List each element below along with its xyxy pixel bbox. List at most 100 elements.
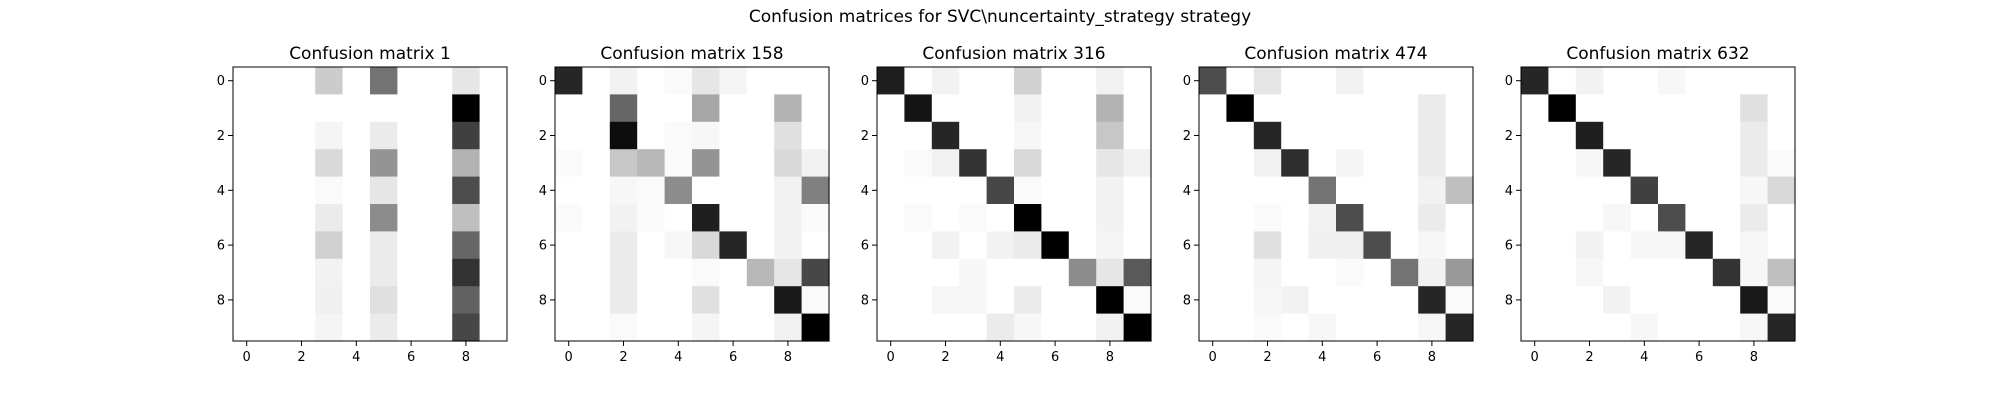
heatmap-cell xyxy=(1418,231,1447,260)
heatmap-cell xyxy=(692,231,720,260)
y-tick-label: 0 xyxy=(1505,74,1513,89)
heatmap-cell xyxy=(959,176,988,205)
heatmap-cell xyxy=(555,231,583,260)
heatmap-cell xyxy=(1096,286,1125,315)
heatmap-cell xyxy=(233,67,261,95)
heatmap-cell xyxy=(1390,258,1419,287)
heatmap-cell xyxy=(260,121,289,150)
heatmap-cell xyxy=(452,121,481,150)
heatmap-cell xyxy=(1548,176,1577,205)
axes-frame xyxy=(1520,66,1796,342)
heatmap-cell xyxy=(1445,286,1474,315)
heatmap-cell xyxy=(424,313,453,342)
heatmap-cell xyxy=(1123,313,1152,342)
heatmap-cell xyxy=(904,176,933,205)
heatmap-cell xyxy=(1253,313,1282,342)
heatmap-cell xyxy=(1603,67,1632,95)
heatmap-cell xyxy=(342,176,371,205)
heatmap-cell xyxy=(555,286,583,315)
heatmap-cell xyxy=(1363,94,1392,123)
heatmap-cell xyxy=(1575,121,1604,150)
heatmap-cell xyxy=(1096,313,1125,342)
heatmap-cell xyxy=(1548,258,1577,287)
heatmap-cell xyxy=(315,176,344,205)
heatmap-cell xyxy=(1767,313,1796,342)
heatmap-cell xyxy=(1281,67,1310,95)
heatmap-cell xyxy=(801,149,830,178)
heatmap-cell xyxy=(1336,286,1364,315)
heatmap-cell xyxy=(1767,67,1796,95)
heatmap-cell xyxy=(1767,286,1796,315)
heatmap-cell xyxy=(260,149,289,178)
heatmap-cell xyxy=(1253,67,1282,95)
heatmap-cell xyxy=(1418,94,1447,123)
x-tick-label: 8 xyxy=(784,350,792,365)
heatmap-cell xyxy=(801,231,830,260)
x-tick-label: 4 xyxy=(1318,350,1326,365)
heatmap-cell xyxy=(1740,149,1769,178)
heatmap-cell xyxy=(1630,149,1659,178)
heatmap-cell xyxy=(1521,258,1549,287)
heatmap-cell xyxy=(746,313,775,342)
heatmap-cell xyxy=(931,204,960,232)
heatmap-cell xyxy=(1199,204,1227,232)
heatmap-cell xyxy=(746,67,775,95)
heatmap-cell xyxy=(582,258,611,287)
heatmap-cell xyxy=(1548,231,1577,260)
heatmap-cell xyxy=(1096,204,1125,232)
heatmap-cell xyxy=(1418,286,1447,315)
heatmap-cell xyxy=(1336,231,1364,260)
heatmap-cell xyxy=(959,286,988,315)
heatmap-cell xyxy=(1390,149,1419,178)
x-tick-label: 0 xyxy=(1209,350,1217,365)
heatmap-cell xyxy=(959,204,988,232)
heatmap-cell xyxy=(370,176,398,205)
heatmap-cell xyxy=(1363,121,1392,150)
heatmap-cell xyxy=(1014,286,1042,315)
heatmap-cell xyxy=(664,94,693,123)
heatmap-cell xyxy=(904,67,933,95)
heatmap-cell xyxy=(424,286,453,315)
heatmap-cell xyxy=(315,67,344,95)
y-tick-label: 4 xyxy=(539,184,547,199)
heatmap-cell xyxy=(370,313,398,342)
panel-title: Confusion matrix 316 xyxy=(922,44,1105,64)
heatmap-cell xyxy=(287,121,316,150)
heatmap-cell xyxy=(746,286,775,315)
heatmap-cell xyxy=(609,176,638,205)
heatmap-cell xyxy=(233,313,261,342)
heatmap-cell xyxy=(877,149,905,178)
heatmap-cell xyxy=(959,258,988,287)
heatmap-cell xyxy=(609,258,638,287)
heatmap-cell xyxy=(479,94,508,123)
heatmap-cell xyxy=(692,313,720,342)
heatmap-cell xyxy=(664,286,693,315)
heatmap-cell xyxy=(719,176,748,205)
heatmap-cell xyxy=(692,286,720,315)
heatmap-cell xyxy=(1253,149,1282,178)
heatmap-cell xyxy=(1603,94,1632,123)
heatmap-cell xyxy=(959,67,988,95)
heatmap-cell xyxy=(1712,176,1741,205)
heatmap-cell xyxy=(1363,176,1392,205)
heatmap-cell xyxy=(1308,258,1337,287)
heatmap-cell xyxy=(1548,204,1577,232)
heatmap-cell xyxy=(1096,67,1125,95)
heatmap-cell xyxy=(877,121,905,150)
heatmap-cell xyxy=(1253,286,1282,315)
heatmap-cell xyxy=(233,94,261,123)
heatmap-cell xyxy=(342,286,371,315)
heatmap-cell xyxy=(931,258,960,287)
heatmap-cell xyxy=(1226,258,1255,287)
heatmap-cell xyxy=(1199,258,1227,287)
heatmap-cell xyxy=(1123,176,1152,205)
heatmap-cell xyxy=(260,94,289,123)
heatmap-cell xyxy=(637,286,666,315)
heatmap-cell xyxy=(1253,94,1282,123)
heatmap-cell xyxy=(904,258,933,287)
heatmap-cell xyxy=(1685,286,1714,315)
heatmap-cell xyxy=(609,67,638,95)
heatmap-cell xyxy=(424,258,453,287)
heatmap-cell xyxy=(260,231,289,260)
heatmap-cell xyxy=(692,149,720,178)
